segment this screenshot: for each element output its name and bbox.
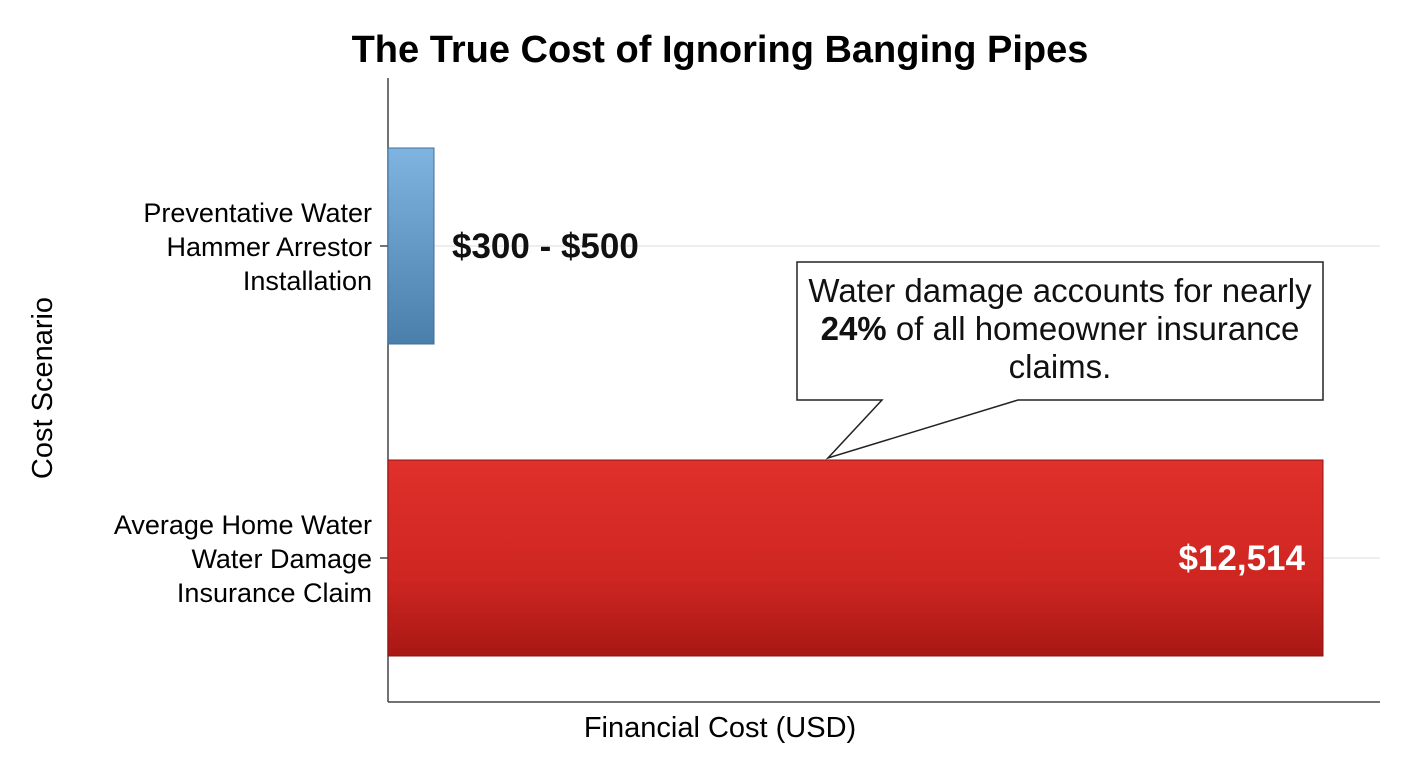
y-axis-title: Cost Scenario [27, 297, 59, 479]
x-axis-title: Financial Cost (USD) [584, 712, 856, 744]
callout-text-before: Water damage accounts for nearly [808, 272, 1312, 309]
callout-text-emphasis: 24% [820, 310, 887, 347]
value-label: $12,514 [1178, 539, 1305, 578]
value-labels: $300 - $500 $12,514 [452, 227, 1306, 578]
callout-bubble [796, 261, 1324, 460]
callout-annotation: Water damage accounts for nearly 24% of … [797, 262, 1323, 400]
bars [387, 147, 1324, 657]
bar-water-damage-claim [387, 459, 1324, 657]
callout-text-after: of all homeowner insurance claims. [886, 310, 1300, 385]
chart-title: The True Cost of Ignoring Banging Pipes [352, 29, 1089, 71]
category-label: Preventative Water Hammer Arrestor Install… [143, 198, 372, 296]
value-label: $300 - $500 [452, 227, 639, 266]
category-labels: Preventative Water Hammer Arrestor Install… [114, 198, 372, 608]
category-label: Average Home Water Water Damage Insurance … [114, 510, 372, 608]
bar-preventative-installation [387, 147, 435, 345]
